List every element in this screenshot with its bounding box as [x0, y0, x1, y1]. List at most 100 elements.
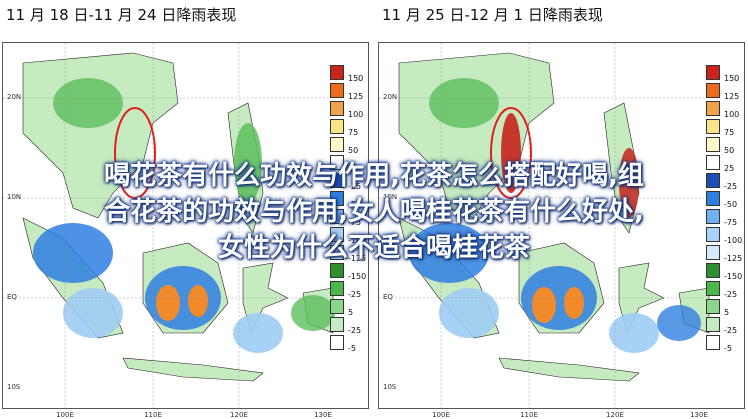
rain-patch-lightblue [439, 288, 499, 338]
legend-row: -100 [330, 226, 366, 245]
lon-label: 120E [606, 411, 624, 419]
legend-row: -25 [330, 280, 362, 299]
legend-row: -25 [330, 316, 362, 335]
legend-row: 50 [706, 136, 738, 155]
panel-title: 11 月 18 日-11 月 24 日降雨表现 [6, 6, 237, 24]
rainfall-map-graphic [379, 43, 744, 408]
legend-tick-label: -75 [724, 218, 738, 227]
legend-tick-label: -5 [724, 344, 732, 353]
lat-label: 10N [383, 193, 398, 201]
legend-row: -25 [706, 316, 738, 335]
legend-tick-label: -100 [724, 236, 743, 245]
legend-swatch [330, 335, 344, 350]
legend-row: -5 [706, 334, 738, 353]
lon-label: 100E [56, 411, 74, 419]
legend-tick-label: -5 [348, 344, 356, 353]
legend-row: -125 [706, 244, 742, 263]
legend-tick-label: 50 [724, 146, 735, 155]
rain-patch-green [53, 78, 123, 128]
legend-row: 25 [706, 154, 738, 173]
lon-label: 120E [230, 411, 248, 419]
legend-row: -100 [706, 226, 742, 245]
legend-tick-label: -25 [724, 326, 738, 335]
lat-label: 20N [7, 93, 22, 101]
legend-tick-label: 50 [348, 146, 359, 155]
rain-patch-red [619, 148, 639, 218]
legend-row: 125 [706, 82, 740, 101]
legend-swatch [330, 209, 344, 224]
legend-row: 100 [706, 100, 739, 119]
legend-swatch [330, 155, 344, 170]
legend-swatch [330, 227, 344, 242]
legend-swatch [706, 299, 720, 314]
lon-label: 130E [314, 411, 332, 419]
rainfall-map: 20N 10N EQ 10S 100E 110E 120E 130E [2, 42, 369, 419]
rain-patch-blue [409, 223, 489, 283]
legend-swatch [706, 227, 720, 242]
legend-tick-label: -150 [724, 272, 743, 281]
legend-row: -125 [330, 244, 366, 263]
legend-tick-label: 150 [724, 74, 740, 83]
legend-swatch [706, 245, 720, 260]
legend-row: -25 [330, 172, 362, 191]
lat-label: EQ [383, 293, 393, 301]
java-landmass [122, 357, 264, 382]
legend-tick-label: 25 [348, 164, 359, 173]
legend-tick-label: -50 [348, 200, 362, 209]
panel-title: 11 月 25 日-12 月 1 日降雨表现 [382, 6, 603, 24]
legend-swatch [706, 263, 720, 278]
legend-row: -150 [330, 262, 366, 281]
legend-row: 75 [330, 118, 362, 137]
legend-swatch [706, 317, 720, 332]
legend-swatch [330, 101, 344, 116]
legend-tick-label: -75 [348, 218, 362, 227]
legend-row: 150 [330, 64, 364, 83]
rain-patch-green [291, 295, 335, 331]
legend-swatch [706, 191, 720, 206]
legend-tick-label: -25 [348, 182, 362, 191]
legend-tick-label: 75 [348, 128, 359, 137]
legend-swatch [706, 209, 720, 224]
legend-tick-label: 125 [724, 92, 740, 101]
lon-label: 130E [690, 411, 708, 419]
legend-swatch [706, 173, 720, 188]
legend-swatch [706, 137, 720, 152]
map-panel-right: 11 月 25 日-12 月 1 日降雨表现 [376, 0, 748, 419]
rain-patch-blue [657, 305, 701, 341]
legend-tick-label: 150 [348, 74, 364, 83]
legend-swatch [706, 155, 720, 170]
legend-swatch [330, 137, 344, 152]
legend-row: 5 [706, 298, 738, 317]
rain-patch-green [234, 123, 262, 203]
rain-patch-lightblue [63, 288, 123, 338]
legend-swatch [330, 299, 344, 314]
map-panel-left: 11 月 18 日-11 月 24 日降雨表现 [0, 0, 372, 419]
legend-tick-label: -125 [724, 254, 743, 263]
lon-label: 110E [144, 411, 162, 419]
legend-swatch [330, 83, 344, 98]
legend-tick-label: -100 [348, 236, 367, 245]
legend-swatch [330, 317, 344, 332]
rainfall-map: 20N 10N EQ 10S 100E 110E 120E 130E [378, 42, 745, 419]
legend-swatch [330, 173, 344, 188]
rain-patch-blue [33, 223, 113, 283]
lat-label: 10N [7, 193, 22, 201]
rain-patch-orange [156, 285, 180, 321]
rain-patch-green [429, 78, 499, 128]
legend-tick-label: -50 [724, 200, 738, 209]
legend-row: 5 [330, 298, 362, 317]
legend-row: 150 [706, 64, 740, 83]
rain-patch-orange [532, 287, 556, 323]
legend-swatch [706, 83, 720, 98]
rain-patch-lightblue [609, 313, 659, 353]
rain-patch-orange [188, 285, 208, 317]
legend-row: -150 [706, 262, 742, 281]
rainfall-legend: 150 125 100 75 50 25 -25 -50 -75 -100 -125 -150 -25 5… [330, 64, 366, 353]
legend-swatch [330, 65, 344, 80]
legend-row: 25 [330, 154, 362, 173]
legend-swatch [330, 263, 344, 278]
legend-row: 100 [330, 100, 363, 119]
legend-swatch [706, 101, 720, 116]
legend-tick-label: 75 [724, 128, 735, 137]
rain-patch-orange [564, 287, 584, 319]
